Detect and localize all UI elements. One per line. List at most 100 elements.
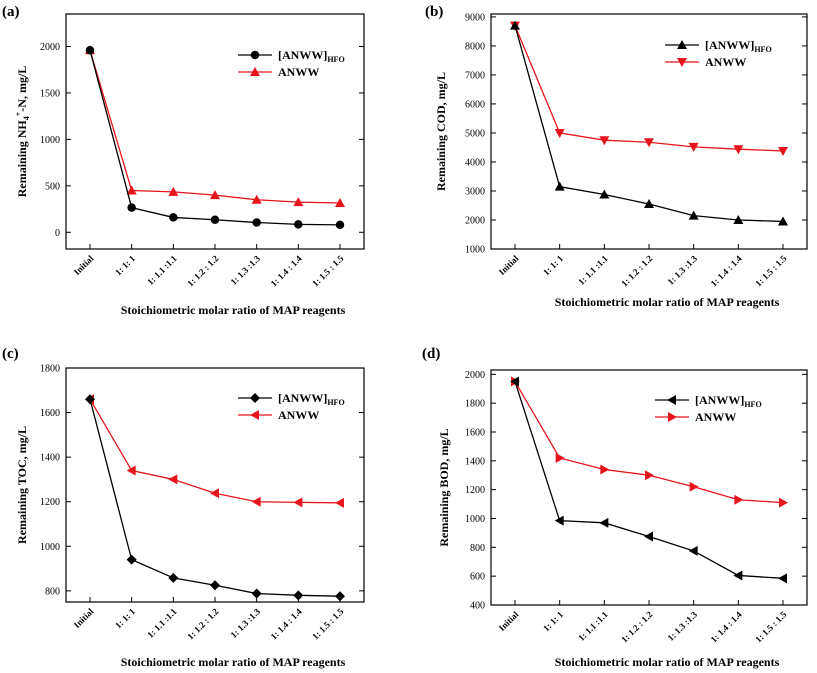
legend-label-sub: HFO [327,398,344,407]
legend-label-sub: HFO [744,400,761,409]
data-point-anww [688,142,699,152]
y-axis-label-sup: + [14,111,23,116]
x-axis-label: Stoichiometric molar ratio of MAP reagen… [121,655,346,669]
data-point-hfo [688,210,699,220]
data-point-anww [734,494,744,505]
x-tick-label: Initial [72,253,96,277]
data-point-hfo [169,213,178,222]
y-tick-label: 2000 [465,370,485,381]
data-point-hfo [510,376,519,387]
legend-label: [ANWW]HFO [705,38,772,54]
x-tick-label: 1: 1.4 : 1.4 [709,253,745,289]
x-tick-label: 1: 1.2 : 1.2 [185,606,221,642]
y-tick-label: 9000 [465,12,485,23]
data-point-hfo [210,580,220,591]
data-point-anww [778,146,788,156]
data-point-anww [779,497,788,508]
y-tick-label: 1400 [40,453,60,464]
legend-label: [ANWW]HFO [695,393,762,409]
x-tick-label: 1: 1.1 :1.1 [576,253,610,287]
x-tick-label: 1: 1.3 :1.3 [228,253,262,287]
data-point-hfo [127,203,136,212]
y-tick-label: 2000 [465,215,485,226]
y-tick-label: 1600 [40,408,60,419]
data-point-anww [293,497,303,508]
data-point-anww [554,128,565,138]
x-axis-label: Stoichiometric molar ratio of MAP reagen… [555,295,780,309]
x-tick-label: 1: 1.2 : 1.2 [619,253,655,289]
legend-marker [250,67,260,76]
legend-marker [250,393,260,403]
y-tick-label: 2000 [40,42,60,53]
data-point-hfo [210,215,220,224]
chart-panel-3: 800 1000 1200 1400 1600 1800 Initial 1: 1: 1 1: … [2,346,365,669]
legend-marker [677,40,687,49]
y-tick-label: 6000 [465,99,485,110]
data-point-anww [555,452,565,463]
series-line-hfo [89,399,341,597]
data-point-anww [210,190,220,200]
x-tick-label: 1: 1.1 :1.1 [576,609,610,643]
y-tick-label: 1800 [465,399,485,410]
y-axis-label-main: Remaining COD, mg/L [434,72,448,191]
x-tick-label: 1: 1.4 : 1.4 [269,606,305,642]
y-tick-label: 800 [470,543,485,554]
y-tick-label: 1000 [40,135,60,146]
data-point-hfo [168,572,179,583]
y-axis-label-sub: 4 [22,116,31,120]
x-tick-label: 1: 1.3 :1.3 [665,253,699,287]
y-tick-label: 600 [470,572,485,583]
y-tick-label: 7000 [465,70,485,81]
y-tick-label: 1500 [40,88,60,99]
x-tick-label: 1: 1.1 :1.1 [145,253,179,287]
data-point-hfo [126,554,137,565]
x-tick-label: 1: 1: 1 [541,253,565,277]
y-tick-label: 500 [45,181,60,192]
data-point-anww [335,198,345,208]
legend-label-main: ANWW [278,408,319,422]
y-axis-label: Remaining COD, mg/L [434,72,448,191]
y-tick-label: 1000 [465,514,485,525]
y-tick-label: 800 [45,586,60,597]
x-tick-label: 1: 1.4 : 1.4 [709,609,745,645]
data-point-anww [251,194,262,204]
y-tick-label: 5000 [465,128,485,139]
x-tick-label: 1: 1: 1 [113,253,137,277]
legend-label: [ANWW]HFO [278,48,345,64]
x-tick-label: 1: 1.5 : 1.5 [753,609,789,645]
data-point-hfo [335,220,345,230]
x-tick-label: 1: 1.2 : 1.2 [619,609,655,645]
data-point-anww [599,136,610,146]
data-point-hfo [599,517,609,528]
data-point-anww [210,488,219,499]
y-axis-label-main: Remaining NH [15,120,29,198]
data-point-anww [168,186,179,196]
data-point-hfo [554,181,565,191]
panel-label: (b) [425,4,443,20]
data-point-hfo [85,394,95,405]
data-point-hfo [294,220,303,229]
y-tick-label: 4000 [465,157,485,168]
data-point-anww [733,145,744,155]
x-tick-label: 1: 1.3 :1.3 [665,609,699,643]
y-tick-label: 1800 [40,364,60,375]
y-tick-label: 1200 [465,485,485,496]
legend-label-main: ANWW [705,55,746,69]
x-tick-label: 1: 1.4 : 1.4 [269,253,305,289]
y-axis-label: Remaining TOC, mg/L [15,426,29,544]
data-point-anww [645,470,654,481]
x-axis-label: Stoichiometric molar ratio of MAP reagen… [121,303,346,317]
data-point-hfo [251,588,262,599]
data-point-hfo [510,20,520,30]
y-axis-label: Remaining BOD, mg/L [437,428,451,546]
chart-panel-1: 0 500 1000 1500 2000 Initial 1: 1: 1 1: 1.1 :1.… [2,4,365,317]
data-point-anww [689,481,699,492]
y-tick-label: 3000 [465,186,485,197]
x-tick-label: 1: 1: 1 [113,606,137,630]
data-point-hfo [335,591,345,602]
x-axis-label: Stoichiometric molar ratio of MAP reagen… [555,655,780,669]
data-point-hfo [778,216,788,226]
y-tick-label: 400 [470,601,485,612]
legend-label: ANWW [695,410,736,424]
